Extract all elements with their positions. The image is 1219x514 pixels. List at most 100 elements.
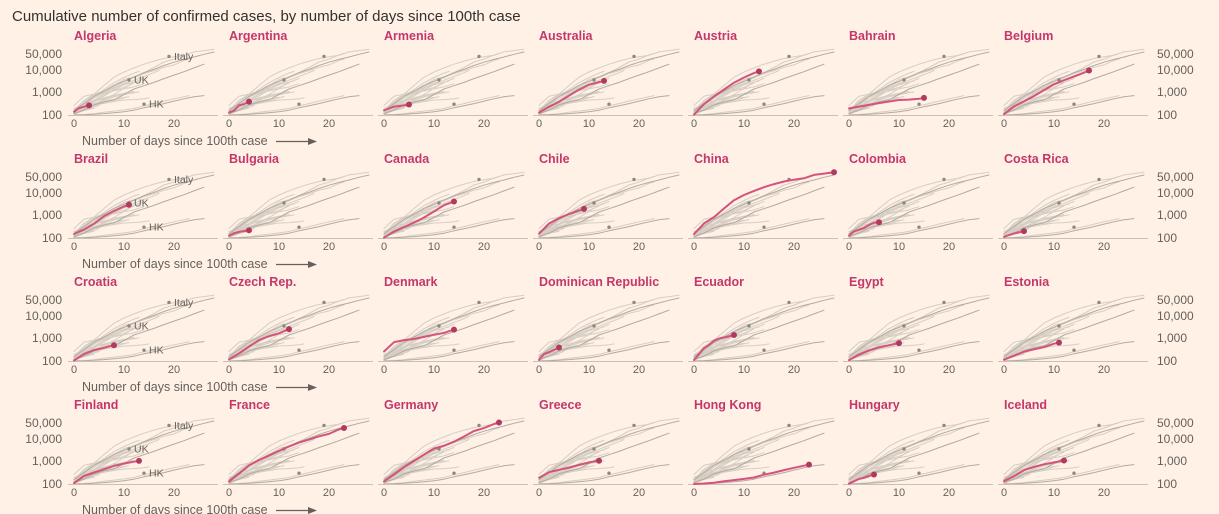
latest-point-dot — [406, 101, 412, 108]
reference-dot-hk — [452, 225, 456, 229]
x-tick-label: 20 — [788, 364, 800, 376]
mini-chart: 0 10 20 — [688, 294, 838, 376]
reference-dot-uk — [282, 201, 286, 205]
country-label: Belgium — [1004, 29, 1054, 43]
mini-chart: 0 10 20 — [998, 48, 1148, 130]
x-axis-caption: Number of days since 100th case — [82, 133, 1219, 149]
y-tick-label: 1,000 — [1157, 331, 1188, 346]
mini-chart: Italy UK HK 0 10 20 — [68, 48, 218, 130]
y-tick-label: 1,000 — [31, 454, 62, 469]
panel-czech-rep-: Czech Rep. 0 10 20 — [221, 274, 376, 381]
x-tick-label: 0 — [536, 364, 542, 376]
country-label: Greece — [539, 398, 582, 412]
reference-label-hk: HK — [149, 468, 164, 480]
latest-point-dot — [86, 102, 92, 109]
reference-dot-uk — [747, 324, 751, 328]
country-label: Armenia — [384, 29, 435, 43]
x-tick-label: 0 — [1001, 364, 1007, 376]
y-tick-label: 1,000 — [1157, 454, 1188, 469]
y-tick-label: 1,000 — [31, 85, 62, 100]
country-label: Ecuador — [694, 275, 745, 289]
country-label: Czech Rep. — [229, 275, 297, 289]
x-axis-caption-text: Number of days since 100th case — [82, 380, 268, 394]
mini-chart: 0 10 20 — [688, 169, 838, 253]
panel-colombia: Colombia 0 10 20 — [841, 151, 996, 258]
mini-chart: 0 10 20 — [998, 294, 1148, 376]
latest-point-dot — [556, 344, 562, 351]
x-tick-label: 0 — [226, 364, 232, 376]
x-tick-label: 10 — [893, 118, 905, 130]
chart-row-3: 50,000 10,000 1,000 100 Croatia Italy UK HK 0 10 2… — [10, 274, 1219, 395]
y-tick-label: 100 — [1157, 477, 1178, 491]
latest-point-dot — [806, 461, 812, 468]
reference-lines — [1003, 174, 1145, 239]
reference-dot-italy — [632, 177, 636, 182]
panel-belgium: Belgium 0 10 20 — [996, 28, 1151, 135]
panel-brazil: Brazil Italy UK HK 0 10 20 — [66, 151, 221, 258]
x-tick-label: 20 — [478, 118, 490, 130]
y-tick-label: 10,000 — [1157, 62, 1194, 77]
reference-dot-uk — [747, 201, 751, 205]
x-tick-label: 20 — [1098, 487, 1110, 499]
reference-dot-italy — [1097, 54, 1101, 59]
reference-lines: Italy UK HK — [73, 297, 215, 362]
latest-point-dot — [1061, 457, 1067, 464]
reference-dot-italy — [942, 177, 946, 182]
mini-chart: Italy UK HK 0 10 20 — [68, 417, 218, 499]
panel-dominican-republic: Dominican Republic 0 10 20 — [531, 274, 686, 381]
chart-row-panels: 50,000 10,000 1,000 100 Algeria Italy UK HK 0 10 2… — [10, 28, 1219, 135]
reference-dot-uk — [437, 324, 441, 328]
x-tick-label: 20 — [788, 241, 800, 253]
x-tick-label: 0 — [691, 241, 697, 253]
mini-chart: 0 10 20 — [533, 48, 683, 130]
reference-dot-uk — [747, 78, 751, 82]
reference-dot-hk — [297, 102, 301, 106]
reference-dot-italy — [942, 300, 946, 305]
x-tick-label: 20 — [478, 364, 490, 376]
context-lines — [228, 48, 370, 116]
highlight-line — [693, 333, 735, 361]
x-tick-label: 10 — [428, 487, 440, 499]
country-label: Estonia — [1004, 275, 1050, 289]
country-label: Algeria — [74, 29, 117, 43]
latest-point-dot — [601, 77, 607, 84]
panel-algeria: Algeria Italy UK HK 0 10 20 — [66, 28, 221, 135]
latest-point-dot — [876, 219, 882, 226]
y-tick-label: 10,000 — [25, 431, 62, 446]
mini-chart: 0 10 20 — [688, 48, 838, 130]
reference-dot-italy — [787, 54, 791, 59]
latest-point-dot — [896, 340, 902, 347]
x-tick-label: 10 — [1048, 487, 1060, 499]
reference-dot-italy — [1097, 423, 1101, 428]
latest-point-dot — [496, 419, 502, 426]
y-tick-label: 10,000 — [1157, 431, 1194, 446]
reference-dot-hk — [142, 348, 146, 352]
mini-chart: 0 10 20 — [378, 171, 528, 253]
reference-dot-hk — [452, 348, 456, 352]
x-tick-label: 20 — [633, 118, 645, 130]
country-label: Austria — [694, 29, 738, 43]
x-tick-label: 20 — [478, 241, 490, 253]
mini-chart: 0 10 20 — [688, 417, 838, 499]
x-tick-label: 10 — [428, 118, 440, 130]
reference-dot-hk — [1072, 102, 1076, 106]
x-tick-label: 0 — [71, 364, 77, 376]
reference-dot-hk — [297, 471, 301, 475]
mini-chart: 0 10 20 — [378, 417, 528, 499]
highlight-line — [228, 100, 250, 114]
highlight-line — [693, 70, 760, 116]
y-tick-label: 10,000 — [1157, 308, 1194, 323]
x-tick-label: 10 — [583, 364, 595, 376]
reference-dot-italy — [322, 54, 326, 59]
panel-chile: Chile 0 10 20 — [531, 151, 686, 258]
latest-point-dot — [126, 201, 132, 208]
highlight-line — [1003, 69, 1090, 116]
x-tick-label: 20 — [478, 487, 490, 499]
x-tick-label: 0 — [381, 241, 387, 253]
x-tick-label: 10 — [428, 364, 440, 376]
latest-point-dot — [246, 98, 252, 105]
latest-point-dot — [451, 198, 457, 205]
x-tick-label: 20 — [633, 487, 645, 499]
reference-label-hk: HK — [149, 345, 164, 357]
reference-dot-italy — [477, 54, 481, 59]
